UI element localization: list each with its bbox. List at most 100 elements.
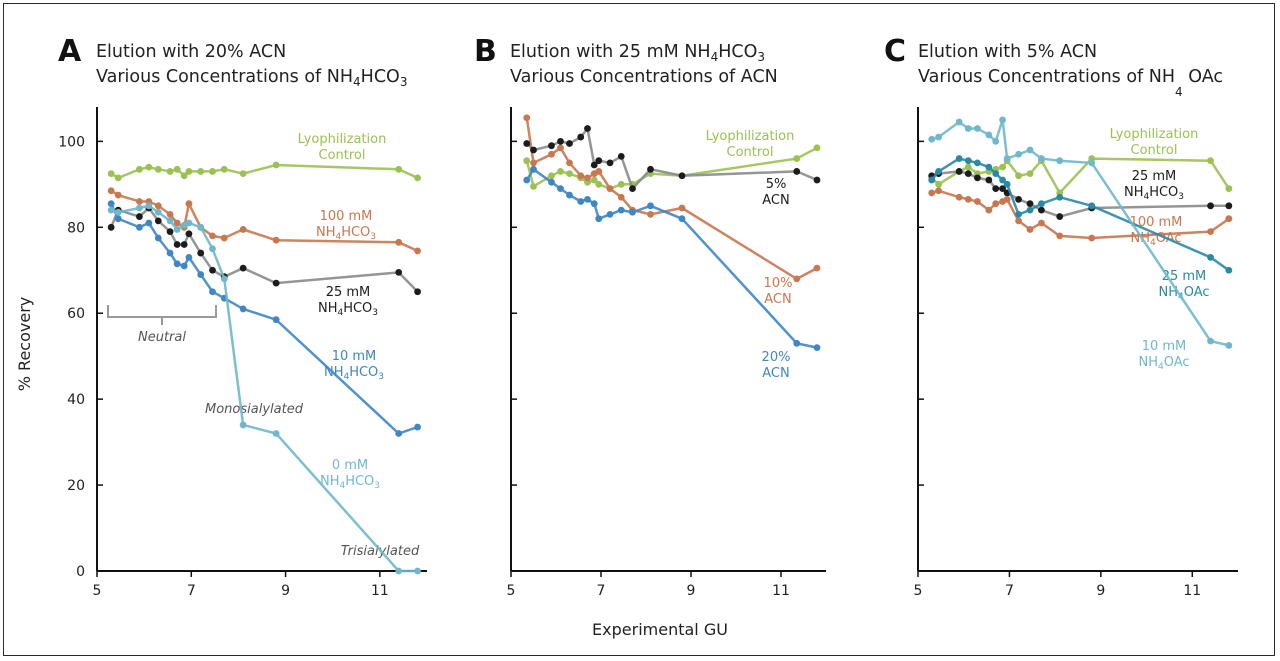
data-point-n25 (985, 176, 993, 184)
data-point-a5 (629, 185, 636, 193)
data-point-n100 (1088, 234, 1096, 242)
data-point-lyo (114, 174, 122, 182)
data-point-a5 (595, 157, 603, 165)
data-point-lyo (154, 165, 162, 173)
data-point-a5 (530, 146, 537, 154)
data-point-a5 (793, 168, 801, 175)
data-point-n100 (1026, 226, 1034, 233)
data-point-c100 (136, 198, 143, 205)
data-point-c100 (414, 247, 421, 255)
x-tick-label: 5 (93, 583, 102, 599)
data-point-a10 (584, 174, 591, 182)
data-point-c25 (136, 213, 143, 220)
neutral-bracket (107, 305, 217, 325)
data-point-n100 (964, 195, 972, 203)
data-point-n10 (935, 133, 942, 141)
series-line-c0 (110, 204, 418, 573)
data-point-n25 (964, 170, 972, 177)
data-point-c100 (209, 232, 216, 240)
data-point-n25 (1225, 202, 1233, 210)
plot-area: 0 20 40 60 80 100 5 7 9 11 Lyophilization Control 10… (58, 107, 1238, 599)
data-point-c10 (180, 262, 188, 270)
data-point-a10 (548, 150, 555, 158)
y-tick-label: 80 (67, 220, 85, 236)
data-point-a5 (647, 165, 654, 173)
data-point-n25b (1015, 211, 1022, 218)
data-point-lyo (617, 180, 625, 188)
data-point-c10 (166, 249, 174, 257)
data-point-c10 (209, 288, 216, 296)
panel-c: 5 7 9 11 Lyophilization Control 25 mM NH4HCO3 10… (914, 107, 1238, 599)
data-point-c25 (395, 269, 403, 276)
data-point-n25 (999, 185, 1006, 193)
data-point-c10 (136, 223, 143, 231)
data-point-n100 (1003, 195, 1011, 203)
x-tick-label: 9 (1096, 583, 1105, 599)
data-point-c10 (414, 423, 421, 431)
x-tick-label: 7 (187, 583, 196, 599)
data-point-n100 (1056, 232, 1064, 240)
data-point-n10 (1038, 155, 1045, 162)
series-label-lyo: Lyophilization Control (1110, 127, 1199, 158)
data-point-lyo (166, 168, 174, 175)
data-point-c25 (209, 266, 216, 274)
data-point-a20 (606, 211, 614, 218)
data-point-n100 (1225, 215, 1233, 223)
data-point-lyo (523, 157, 531, 165)
series-label-lyo: Lyophilization Control (298, 132, 387, 163)
data-point-n25 (992, 185, 1000, 193)
data-point-lyo (145, 163, 153, 171)
series-label-c100: 100 mM NH4HCO3 (316, 209, 376, 242)
data-point-c100 (107, 187, 115, 195)
series-line-c10 (109, 203, 419, 435)
series-label-n10: 10 mM NH4OAc (1138, 339, 1189, 372)
data-point-c0 (136, 204, 143, 212)
data-point-n10 (992, 137, 1000, 145)
data-point-n10 (999, 116, 1006, 124)
data-point-c0 (145, 202, 153, 210)
y-tick-label: 0 (76, 564, 85, 580)
data-point-n25b (1207, 253, 1214, 261)
data-point-c10 (107, 200, 115, 208)
data-point-a5 (678, 172, 686, 180)
data-point-n100 (935, 187, 942, 195)
annotation-neutral: Neutral (138, 330, 186, 345)
data-point-lyo (239, 170, 247, 177)
data-point-n25b (935, 168, 942, 175)
data-point-n25b (1056, 193, 1064, 201)
series-label-lyo: Lyophilization Control (706, 129, 795, 160)
data-point-a5 (523, 140, 531, 147)
data-point-n10 (1003, 155, 1011, 162)
data-point-c10 (185, 253, 193, 261)
data-point-n10 (1225, 342, 1233, 349)
data-point-a20 (617, 206, 625, 214)
data-point-c0 (185, 219, 193, 227)
data-point-n100 (985, 206, 993, 214)
data-point-a10 (793, 275, 801, 283)
data-point-a20 (523, 176, 531, 184)
y-tick-label: 60 (67, 306, 85, 322)
x-tick-label: 5 (914, 583, 923, 599)
x-tick-label: 7 (597, 583, 606, 599)
data-point-a20 (566, 191, 573, 199)
y-axis-title: % Recovery (15, 297, 34, 391)
data-point-a5 (606, 159, 614, 167)
y-tick-label: 40 (67, 392, 85, 408)
data-point-a10 (566, 159, 573, 167)
data-point-c10 (197, 271, 205, 278)
x-axis-title: Experimental GU (592, 620, 728, 639)
data-point-c25 (197, 249, 205, 257)
data-point-n25 (1207, 202, 1214, 210)
data-point-n10 (1026, 146, 1034, 154)
data-point-a10 (647, 211, 654, 218)
x-tick-label: 7 (1005, 583, 1014, 599)
panel-c-letter: C (884, 34, 906, 69)
data-point-a5 (557, 137, 564, 145)
data-point-n10 (1207, 337, 1214, 345)
data-point-a20 (548, 178, 555, 186)
series-label-n100: 100 mM NH4OAc (1130, 215, 1183, 248)
series-line-n10 (931, 119, 1230, 347)
data-point-lyo (220, 165, 228, 173)
figure-canvas: A Elution with 20% ACN Various Concentra… (15, 34, 1238, 639)
data-point-n25 (974, 174, 981, 182)
